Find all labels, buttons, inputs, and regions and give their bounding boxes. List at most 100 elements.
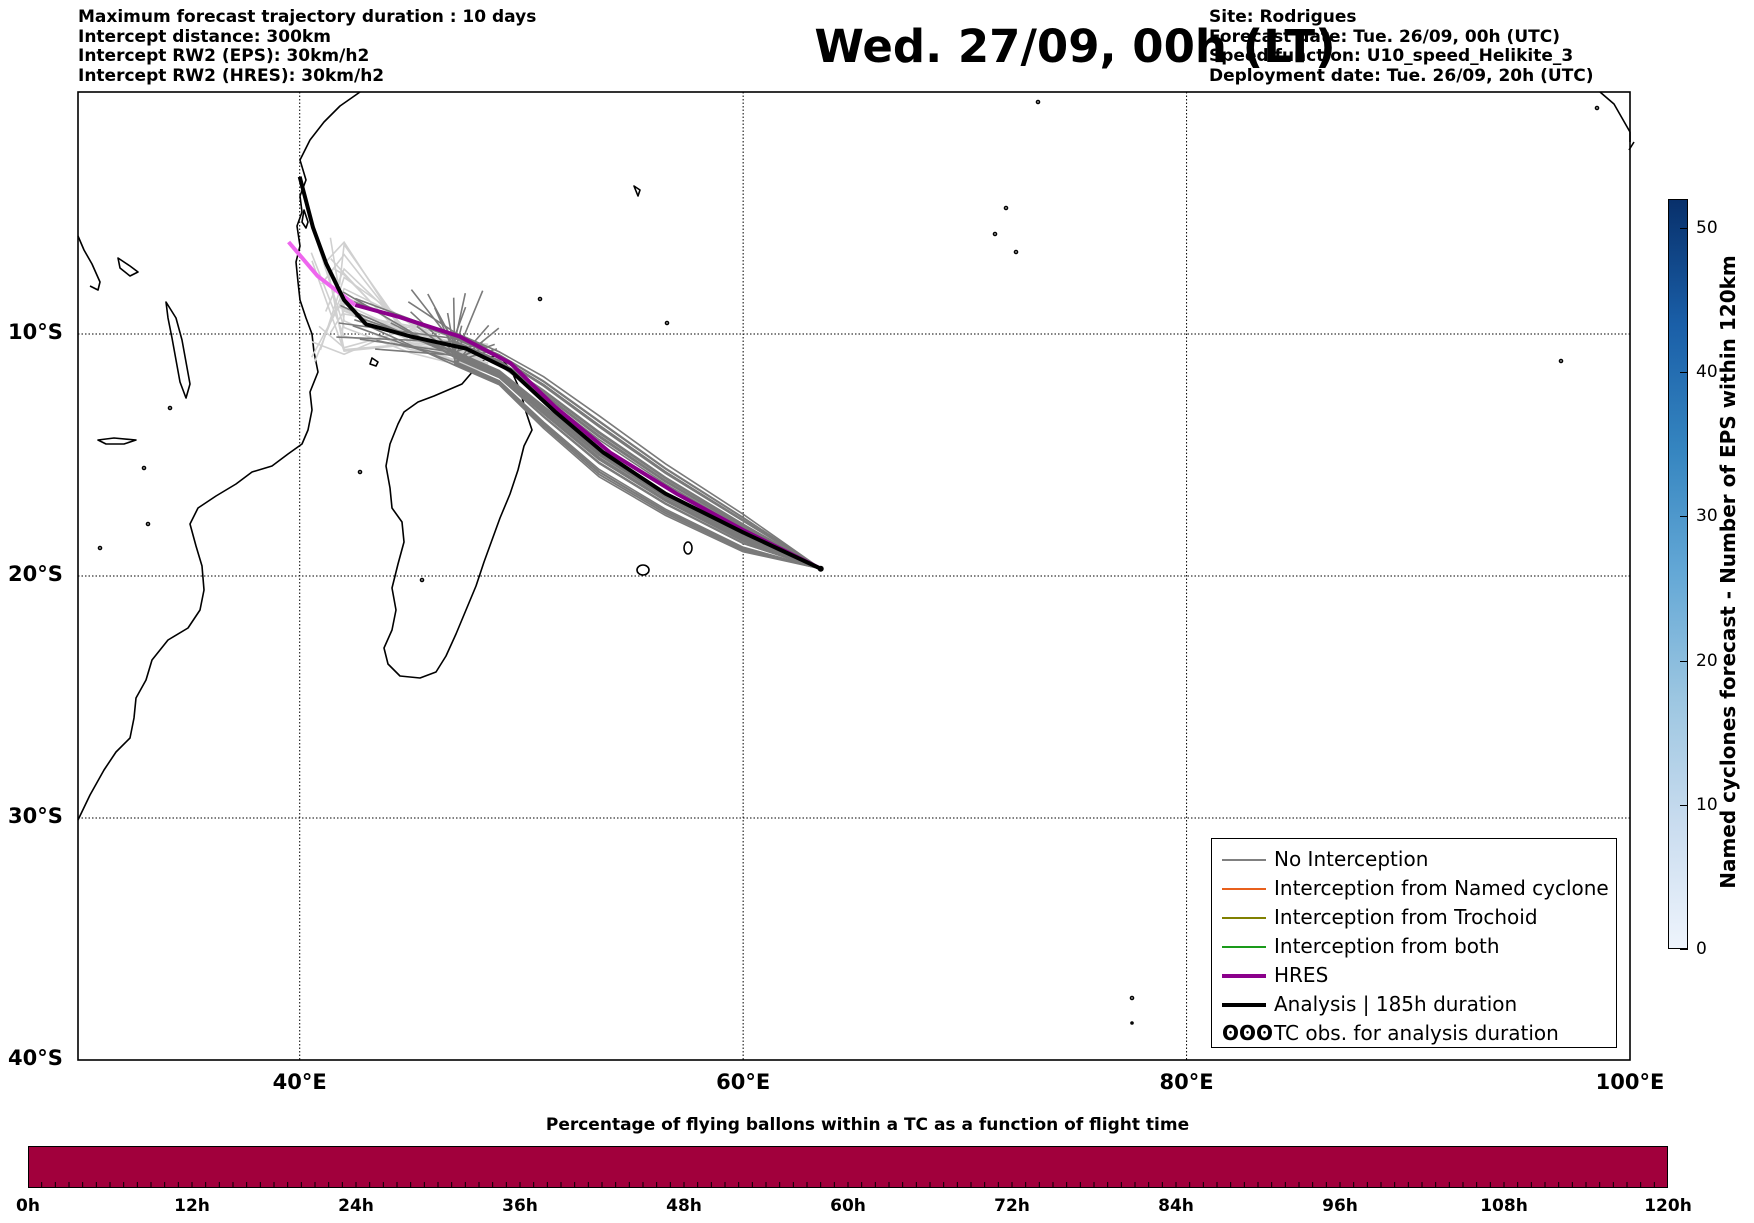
legend-label: No Interception: [1274, 847, 1429, 871]
vertical-colorbar: [1668, 199, 1688, 949]
ensemble-track: [453, 293, 822, 570]
legend-label: Interception from Named cyclone: [1274, 876, 1609, 900]
release-point: [817, 565, 824, 572]
horizontal-colorbar: [28, 1146, 1668, 1188]
island-dot: [167, 405, 173, 411]
island-dot: [419, 577, 425, 583]
analysis-track: [297, 176, 822, 571]
legend-label: HRES: [1274, 963, 1329, 987]
flight-time-tick-label: 96h: [1322, 1196, 1358, 1216]
coastline-madagascar: [383, 354, 533, 679]
flight-time-tick-label: 36h: [502, 1196, 538, 1216]
page-title: Wed. 27/09, 00h (LT): [814, 20, 1336, 73]
ensemble-track: [362, 322, 821, 570]
header-left-line: Intercept distance: 300km: [78, 26, 331, 47]
legend-item: Interception from both: [1212, 932, 1616, 960]
ensemble-track: [338, 322, 822, 570]
colorbar-tickmark: [1680, 660, 1688, 662]
main-tracks: [287, 176, 824, 572]
legend-item: No Interception: [1212, 845, 1616, 873]
island-dot: [1130, 1021, 1134, 1025]
flight-time-tick-label: 12h: [174, 1196, 210, 1216]
island-seychelles: [633, 185, 641, 197]
flight-time-tick-label: 60h: [830, 1196, 866, 1216]
vertical-colorbar-label: Named cyclones forecast - Number of EPS …: [1716, 255, 1740, 889]
island-dot: [97, 545, 103, 551]
header-left-line: Intercept RW2 (EPS): 30km/h2: [78, 46, 370, 66]
island-dot: [1003, 205, 1009, 211]
island-reunion: [636, 564, 650, 576]
header-right-line: Speed function: U10_speed_Helikite_3: [1209, 46, 1574, 66]
lon-tick-label: 80°E: [1159, 1070, 1214, 1094]
island-lake-malawi: [165, 301, 191, 399]
island-mauritius: [683, 541, 693, 555]
lon-tick-label: 40°E: [272, 1070, 327, 1094]
colorbar-tick-label: 0: [1696, 939, 1707, 959]
header-left-line: Intercept RW2 (HRES): 30km/h2: [78, 65, 385, 86]
legend-item: HRES: [1212, 961, 1616, 989]
ensemble-track: [452, 343, 821, 570]
colorbar-tick-label: 10: [1696, 794, 1718, 815]
island-pemba-zanzibar: [301, 209, 309, 229]
legend-label: Analysis | 185h duration: [1274, 992, 1518, 1016]
coastline-africa-gulf: [77, 235, 101, 291]
header-right: Site: Rodrigues Forecast date: Tue. 26/0…: [1209, 7, 1594, 86]
horizontal-colorbar-title: Percentage of flying ballons within a TC…: [545, 1115, 1190, 1135]
ensemble-track: [452, 348, 821, 570]
lon-tick-label: 60°E: [716, 1070, 771, 1094]
flight-time-tick-label: 120h: [1644, 1196, 1692, 1216]
island-dot: [1013, 249, 1019, 255]
ensemble-track: [452, 297, 821, 570]
legend-item: Interception from Named cyclone: [1212, 874, 1616, 902]
legend-label: Interception from Trochoid: [1274, 905, 1538, 929]
page-title-wrap: Wed. 27/09, 00h (LT): [0, 20, 1754, 73]
island-dot: [1129, 995, 1135, 1001]
island-dot: [357, 469, 363, 475]
legend-item: Interception from Trochoid: [1212, 903, 1616, 931]
island-dot: [664, 320, 670, 326]
colorbar-tick-label: 40: [1696, 362, 1718, 383]
flight-time-tick-label: 108h: [1480, 1196, 1528, 1216]
legend-swatch: [1222, 1003, 1266, 1007]
hres-track: [354, 303, 822, 571]
legend-swatch: [1222, 888, 1266, 890]
island-dot: [145, 521, 151, 527]
ensemble-track: [410, 289, 822, 570]
flight-time-tick-label: 48h: [666, 1196, 702, 1216]
lat-tick-label: 20°S: [8, 562, 63, 586]
coastline-arabia-corner: [1599, 91, 1631, 142]
map-coastlines: [77, 91, 1635, 1025]
lat-tick-label: 30°S: [8, 804, 63, 828]
flight-time-tick-label: 0h: [16, 1196, 40, 1216]
island-lake-tanganyika: [117, 257, 139, 277]
tc-obs-icon: ʘʘʘ: [1222, 1021, 1274, 1045]
colorbar-tickmark: [1680, 516, 1688, 518]
ensemble-track: [416, 325, 821, 570]
colorbar-tick-label: 50: [1696, 217, 1718, 238]
colorbar-tickmark: [1680, 804, 1688, 806]
legend-swatch: [1222, 946, 1266, 948]
lat-tick-label: 10°S: [8, 320, 63, 344]
legend-item: ʘʘʘ TC obs. for analysis duration: [1212, 1019, 1616, 1047]
island-lake-cahora: [97, 437, 137, 445]
colorbar-tick-label: 30: [1696, 506, 1718, 527]
flight-time-tick-label: 24h: [338, 1196, 374, 1216]
legend-swatch: [1222, 974, 1266, 978]
lon-tick-label: 100°E: [1595, 1070, 1665, 1094]
horizontal-colorbar-ticks-svg: [40, 1181, 1655, 1188]
legend-item: Analysis | 185h duration: [1212, 990, 1616, 1018]
header-left-line: Maximum forecast trajectory duration : 1…: [78, 7, 537, 27]
ensemble-track: [453, 290, 821, 570]
flight-time-tick-label: 84h: [1158, 1196, 1194, 1216]
header-right-line: Forecast date: Tue. 26/09, 00h (UTC): [1209, 26, 1560, 47]
island-dot: [1558, 358, 1564, 364]
ensemble-track: [353, 301, 822, 570]
island-dot: [141, 465, 147, 471]
colorbar-tickmark: [1680, 372, 1688, 374]
legend-swatch: [1222, 917, 1266, 919]
ensemble-track: [433, 307, 821, 570]
island-dot: [1594, 105, 1600, 111]
ensemble-track: [453, 324, 821, 570]
map-frame: [77, 91, 1631, 1061]
flight-time-tick-label: 72h: [994, 1196, 1030, 1216]
